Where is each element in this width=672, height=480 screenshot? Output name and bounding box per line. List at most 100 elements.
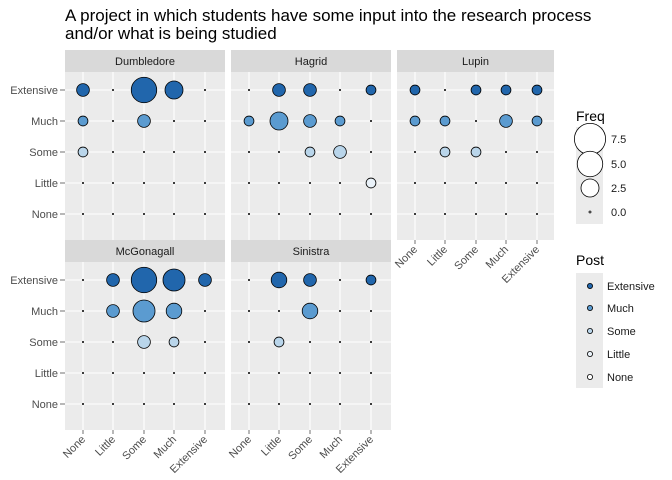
data-point-zero — [248, 403, 250, 405]
data-point-zero — [248, 182, 250, 184]
data-point-zero — [505, 151, 507, 153]
facet-strip — [231, 50, 391, 72]
facet-label: Lupin — [462, 56, 489, 68]
y-tick-label: Little — [35, 368, 58, 380]
y-tick-label: None — [32, 399, 58, 411]
legend-freq-label: 0.0 — [611, 207, 626, 219]
data-point-zero — [248, 310, 250, 312]
data-point-some-extensive — [130, 76, 158, 104]
legend-post-label: Little — [607, 349, 630, 361]
data-point-zero — [82, 341, 84, 343]
data-point-much-some — [168, 336, 180, 348]
data-point-some-some — [304, 146, 316, 158]
data-point-zero — [204, 89, 206, 91]
x-tick-label: Little — [93, 434, 118, 459]
data-point-some-extensive — [303, 83, 317, 97]
data-point-zero — [339, 213, 341, 215]
data-point-zero — [370, 372, 372, 374]
data-point-some-much — [301, 302, 319, 320]
legend-freq-symbol — [574, 123, 607, 156]
legend-post-label: None — [607, 372, 633, 384]
legend-post-label: Much — [607, 303, 634, 315]
data-point-zero — [248, 372, 250, 374]
y-tick-label: Some — [29, 147, 58, 159]
data-point-zero — [309, 182, 311, 184]
data-point-little-some — [273, 336, 285, 348]
data-point-zero — [278, 151, 280, 153]
data-point-zero — [444, 89, 446, 91]
y-tick-label: None — [32, 209, 58, 221]
data-point-some-much — [303, 114, 317, 128]
data-point-zero — [143, 151, 145, 153]
y-tick-label: Much — [31, 116, 58, 128]
data-point-zero — [536, 151, 538, 153]
data-point-zero — [204, 372, 206, 374]
data-point-much-much — [165, 302, 183, 320]
data-point-zero — [248, 151, 250, 153]
data-point-little-much — [269, 111, 289, 131]
data-point-zero — [112, 151, 114, 153]
data-point-zero — [339, 182, 341, 184]
data-point-zero — [248, 89, 250, 91]
facet-label: Sinistra — [293, 246, 331, 258]
facet-label: Dumbledore — [115, 56, 175, 68]
data-point-zero — [370, 310, 372, 312]
chart-title-line-2: and/or what is being studied — [65, 24, 277, 43]
y-tick-label: Much — [31, 306, 58, 318]
data-point-zero — [278, 372, 280, 374]
data-point-zero — [370, 213, 372, 215]
data-point-extensive-extensive — [365, 84, 377, 96]
data-point-zero — [82, 182, 84, 184]
data-point-zero — [82, 279, 84, 281]
data-point-none-much — [243, 115, 255, 127]
data-point-zero — [309, 213, 311, 215]
data-point-zero — [112, 341, 114, 343]
data-point-much-some — [333, 145, 347, 159]
x-tick-label: Little — [259, 434, 284, 459]
data-point-zero — [112, 213, 114, 215]
data-point-zero — [536, 213, 538, 215]
y-tick-label: Little — [35, 178, 58, 190]
data-point-zero — [112, 372, 114, 374]
data-point-zero — [309, 341, 311, 343]
legend-freq-symbol — [588, 210, 592, 214]
data-point-none-extensive — [409, 84, 421, 96]
legend-freq-title: Freq — [576, 108, 605, 124]
data-point-some-much — [137, 114, 151, 128]
data-point-zero — [475, 120, 477, 122]
data-point-little-much — [439, 115, 451, 127]
legend-freq: Freq 7.5 5.0 2.5 0.0 — [574, 108, 626, 224]
data-point-zero — [173, 403, 175, 405]
data-point-zero — [112, 120, 114, 122]
data-point-zero — [204, 120, 206, 122]
data-point-zero — [204, 151, 206, 153]
data-point-zero — [204, 403, 206, 405]
y-tick-label: Extensive — [10, 85, 58, 97]
data-point-some-extensive — [130, 266, 158, 294]
data-point-zero — [475, 182, 477, 184]
data-point-zero — [370, 341, 372, 343]
x-tick-label: None — [393, 244, 420, 271]
data-point-little-much — [106, 304, 120, 318]
data-point-none-extensive — [76, 83, 90, 97]
facet-strip — [397, 50, 554, 72]
data-point-zero — [414, 213, 416, 215]
x-tick-label: None — [227, 434, 254, 461]
data-point-zero — [444, 213, 446, 215]
data-point-much-extensive — [500, 84, 512, 96]
data-point-some-extensive — [303, 273, 317, 287]
data-point-zero — [278, 213, 280, 215]
data-point-zero — [112, 182, 114, 184]
data-point-zero — [173, 120, 175, 122]
data-point-little-extensive — [270, 271, 288, 289]
legend-freq-label: 5.0 — [611, 159, 626, 171]
facet-strip — [231, 240, 391, 262]
facet-strip — [65, 240, 225, 262]
data-point-none-some — [77, 146, 89, 158]
data-point-some-some — [470, 146, 482, 158]
x-tick-label: Little — [425, 244, 450, 269]
panel-background — [231, 262, 391, 430]
data-point-zero — [370, 120, 372, 122]
data-point-zero — [82, 403, 84, 405]
